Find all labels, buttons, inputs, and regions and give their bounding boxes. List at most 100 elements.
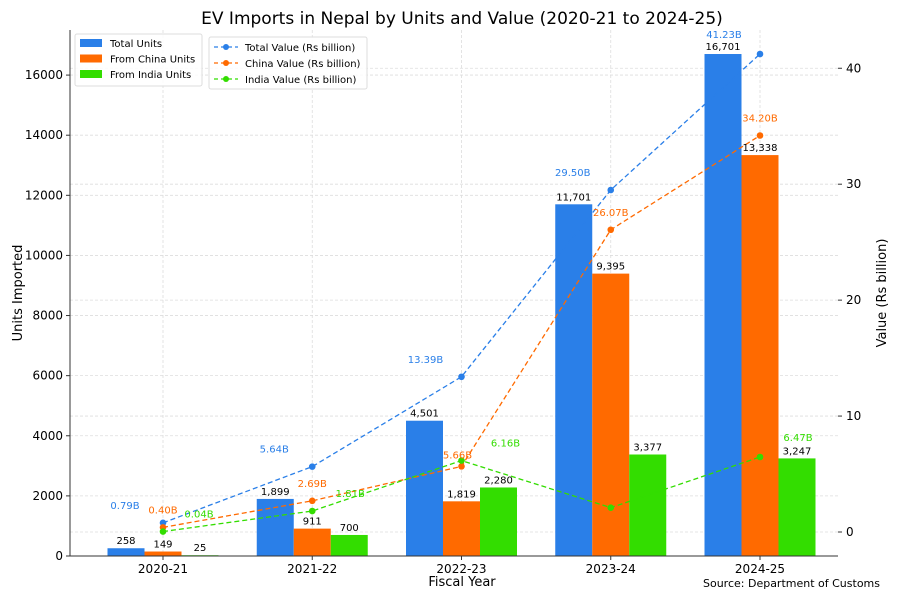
y-tick-label: 0 (55, 549, 63, 563)
bar-value-label: 258 (116, 536, 135, 547)
line-value-label: 34.20B (742, 114, 778, 125)
bar-value-label: 11,701 (556, 192, 591, 203)
legend-frame (208, 36, 368, 90)
y-tick-label: 2000 (32, 489, 63, 503)
line-value-label: 26.07B (593, 208, 629, 219)
bar-from-china-units (592, 273, 630, 556)
bar-value-label: 13,338 (743, 143, 778, 154)
bar-labels: 258 1,899 4,501 11,701 16,701 149 911 1,819 9,39… (116, 42, 811, 554)
bar-value-label: 9,395 (596, 262, 625, 273)
y-tick-label: 10000 (25, 248, 63, 262)
legend-marker (223, 76, 229, 82)
x-tick-label: 2022-23 (436, 562, 486, 576)
y2-tick-label: 0 (846, 525, 854, 539)
legend-label: Total Value (Rs billion) (244, 43, 355, 54)
bar-value-label: 16,701 (706, 42, 741, 53)
legend-swatch (80, 39, 102, 47)
y2-tick-label: 20 (846, 293, 861, 307)
lines (159, 50, 764, 535)
line-point (308, 507, 316, 515)
line-point (308, 497, 316, 505)
x-tick-label: 2024-25 (735, 562, 785, 576)
legend-marker (223, 60, 229, 66)
line-value-label: 13.39B (408, 355, 444, 366)
legend-label: India Value (Rs billion) (245, 75, 357, 86)
y-axis-label: Units Imported (11, 245, 26, 342)
y-tick-label: 4000 (32, 429, 63, 443)
chart-title: EV Imports in Nepal by Units and Value (… (201, 9, 723, 29)
y2-tick-label: 40 (846, 61, 861, 75)
legend-label: Total Units (109, 39, 162, 50)
bar-from-india-units (480, 487, 517, 556)
y-tick-label: 16000 (25, 68, 63, 82)
line-value-label: 41.23B (706, 30, 742, 41)
line-point (607, 504, 615, 511)
bars (107, 54, 816, 556)
line-value-label: 6.47B (783, 433, 812, 444)
bar-value-label: 2,280 (484, 475, 513, 486)
bar-value-label: 25 (194, 543, 207, 554)
bar-value-label: 149 (153, 540, 172, 551)
line-value-label: 5.66B (443, 450, 472, 461)
y2-axis-label: Value (Rs billion) (875, 239, 890, 348)
y2-tick-label: 10 (846, 409, 861, 423)
line-point (308, 463, 316, 470)
line-value-label: 29.50B (555, 168, 591, 179)
legend-lines: Total Value (Rs billion) China Value (Rs … (208, 36, 368, 90)
bar-from-china-units (293, 528, 331, 556)
legend-marker (223, 44, 229, 50)
y2-tick-label: 30 (846, 177, 861, 191)
bar-from-india-units (629, 454, 667, 556)
legend-swatch (80, 54, 102, 63)
bar-from-china-units (443, 501, 480, 556)
bar-from-india-units (778, 458, 816, 556)
bar-total-units (555, 204, 593, 556)
x-tick-label: 2021-22 (287, 562, 337, 576)
legend-label: China Value (Rs billion) (245, 59, 361, 70)
line-point (159, 519, 167, 527)
y-tick-label: 8000 (32, 309, 63, 323)
line-value-label: 2.69B (298, 479, 327, 490)
line-value-label: 5.64B (260, 445, 289, 456)
legend-label: From India Units (110, 70, 191, 81)
line-labels: 0.79B 5.64B 13.39B 29.50B 41.23B 0.40B 2.69B 5.… (110, 30, 812, 521)
legend-frame (74, 33, 203, 87)
bar-value-label: 3,377 (633, 442, 662, 453)
bar-from-china-units (144, 551, 182, 556)
y-tick-label: 6000 (32, 369, 63, 383)
y-tick-label: 12000 (25, 188, 63, 202)
legend-swatch (80, 70, 102, 78)
line-total-value-rs-billion- (162, 53, 761, 524)
bar-from-india-units (330, 534, 368, 556)
line-point (607, 186, 615, 194)
line-value-label: 6.16B (491, 439, 520, 450)
x-axis-label: Fiscal Year (428, 575, 496, 590)
bar-value-label: 4,501 (410, 409, 439, 420)
line-point (756, 453, 764, 461)
line-point (756, 50, 764, 58)
bar-total-units (406, 420, 443, 556)
bar-total-units (704, 54, 742, 556)
line-value-label: 0.40B (148, 505, 177, 516)
bar-total-units (256, 498, 294, 556)
line-value-label: 0.79B (110, 501, 139, 512)
bar-value-label: 911 (303, 517, 322, 528)
line-point (458, 373, 465, 381)
line-point (756, 132, 764, 139)
x-tick-label: 2023-24 (586, 562, 636, 576)
line-value-label: 1.81B (336, 489, 365, 500)
line-value-label: 0.04B (184, 510, 213, 521)
line-point (159, 528, 167, 535)
bar-total-units (107, 548, 145, 556)
line-point (607, 226, 615, 234)
source-note: Source: Department of Customs (703, 577, 880, 590)
legend-label: From China Units (110, 55, 195, 66)
bar-value-label: 1,899 (261, 487, 290, 498)
line-point (458, 457, 465, 464)
line-point (458, 463, 465, 470)
x-tick-label: 2020-21 (138, 562, 188, 576)
bar-value-label: 700 (340, 523, 359, 534)
axes: 0 2000 4000 6000 8000 10000 12000 14000 16000 0 10… (25, 30, 861, 576)
bar-value-label: 1,819 (447, 489, 476, 500)
